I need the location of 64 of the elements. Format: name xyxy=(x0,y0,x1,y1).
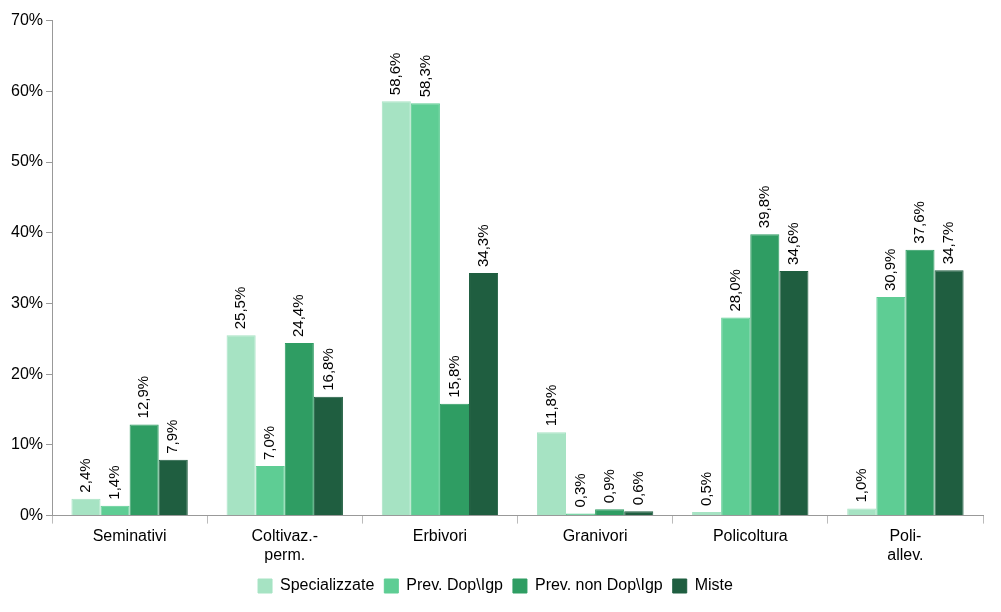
data-label: 34,7% xyxy=(939,221,957,265)
y-tick-label: 10% xyxy=(10,435,44,453)
legend-label: Specializzate xyxy=(280,576,375,594)
data-label: 0,3% xyxy=(570,473,588,508)
data-label: 7,0% xyxy=(260,425,278,461)
bar xyxy=(284,343,314,516)
bar xyxy=(595,509,625,516)
data-label: 12,9% xyxy=(134,375,152,419)
y-tick-label: 40% xyxy=(10,223,44,241)
bar xyxy=(876,297,906,516)
y-tick-label: 60% xyxy=(10,81,44,99)
bar xyxy=(313,396,343,516)
data-label: 37,6% xyxy=(910,201,928,244)
data-label: 16,8% xyxy=(318,348,336,391)
x-tick-label: Policoltura xyxy=(712,526,788,544)
legend-label: Prev. non Dop\Igp xyxy=(534,576,663,594)
data-label: 15,8% xyxy=(444,355,462,398)
x-tick-label: Granivori xyxy=(562,526,628,544)
data-label: 0,9% xyxy=(599,469,617,504)
data-label: 11,8% xyxy=(541,384,559,427)
bar xyxy=(129,424,159,516)
x-tick-label: Seminativi xyxy=(92,526,167,544)
bar xyxy=(905,249,935,516)
bar xyxy=(71,498,101,516)
data-label: 58,6% xyxy=(386,52,404,96)
legend-label: Miste xyxy=(694,576,734,594)
bar xyxy=(624,511,654,516)
y-tick-label: 0% xyxy=(19,506,44,524)
data-label: 0,5% xyxy=(696,471,714,507)
y-tick-label: 20% xyxy=(10,364,44,382)
bar xyxy=(381,101,411,516)
bar xyxy=(439,403,470,516)
data-label: 0,6% xyxy=(628,471,646,506)
bar xyxy=(934,270,964,516)
data-label: 1,4% xyxy=(105,465,123,500)
bar xyxy=(750,234,780,516)
bar xyxy=(469,273,499,516)
data-label: 34,3% xyxy=(473,224,491,268)
data-label: 2,4% xyxy=(76,458,94,493)
bar xyxy=(536,432,566,516)
x-tick-label: Poli- allev. xyxy=(887,526,924,563)
bar xyxy=(721,317,751,516)
data-label: 28,0% xyxy=(725,269,743,312)
bar xyxy=(779,270,809,516)
data-label: 7,9% xyxy=(163,419,181,454)
y-tick-label: 30% xyxy=(10,293,44,311)
x-tick-label: Coltivaz.- perm. xyxy=(251,526,319,563)
data-label: 25,5% xyxy=(231,286,249,330)
bar xyxy=(158,459,188,516)
data-label: 34,6% xyxy=(784,222,802,265)
bar xyxy=(100,505,130,516)
x-tick-label: Erbivori xyxy=(412,526,468,544)
data-label: 30,9% xyxy=(881,248,899,292)
data-label: 1,0% xyxy=(851,468,869,503)
bar xyxy=(410,103,440,516)
bar xyxy=(255,466,285,516)
data-label: 24,4% xyxy=(289,294,307,338)
legend-label: Prev. Dop\Igp xyxy=(406,576,504,594)
y-tick-label: 70% xyxy=(10,11,44,29)
y-tick-label: 50% xyxy=(10,152,44,170)
bar xyxy=(226,335,256,516)
data-label: 39,8% xyxy=(754,185,772,229)
data-label: 58,3% xyxy=(415,54,433,98)
bar xyxy=(692,512,722,516)
